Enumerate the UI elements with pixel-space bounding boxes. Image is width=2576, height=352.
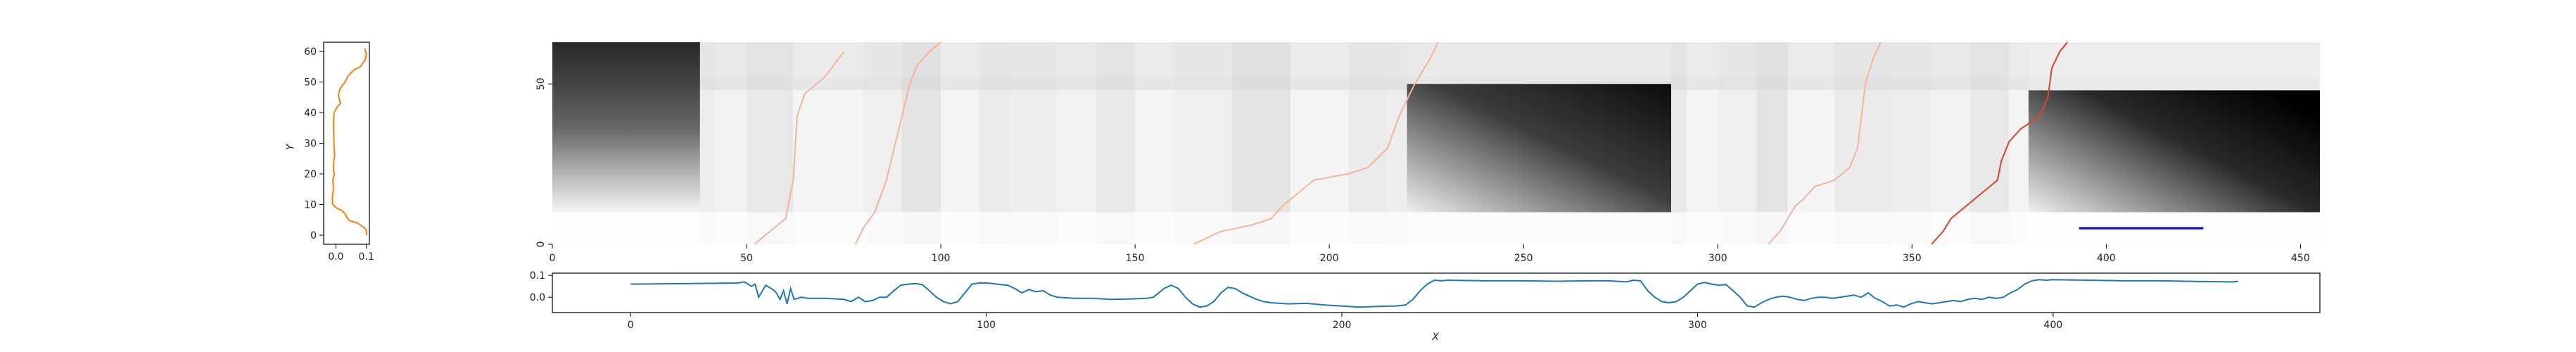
heatmap-y-ticks: 0 50 [535,77,552,247]
heatmap-y-tick-label: 0 [535,241,547,248]
left-series-line [331,48,368,236]
heatmap-path-line [1193,42,1439,244]
bottom-y-tick-label: 0.1 [530,270,545,282]
left-x-ticks: 0.0 0.1 [328,244,374,263]
heatmap-x-tick-label: 0 [550,253,556,264]
heatmap-dark-block [1407,84,1672,213]
heatmap-stripe [715,42,747,244]
heatmap-y-tick-label: 50 [535,77,547,90]
bottom-x-tick-label: 200 [1333,320,1352,331]
heatmap-dark-blocks [552,42,2320,213]
heatmap-path-line [854,42,941,244]
bottom-series-line [630,279,2238,308]
bottom-x-tick-label: 100 [977,320,996,331]
heatmap-stripe [1290,42,1349,244]
heatmap-x-tick-label: 250 [1514,253,1533,264]
heatmap-stripe [979,42,1011,244]
heatmap-stripe [1010,42,1058,244]
heatmap-stripe [1756,42,1788,244]
bottom-x-ticks: 0 100 200 300 400 [628,313,2063,331]
heatmap-dark-block [2028,90,2320,213]
left-x-tick-label: 0.1 [359,251,374,263]
left-y-axis-label: Y [285,143,296,150]
heatmap-x-tick-label: 300 [1708,253,1727,264]
heatmap-chart: 0 50 100 150 200 250 300 350 400 450 0 50 [535,42,2320,264]
heatmap-stripe [1892,42,1931,244]
left-y-tick-label: 20 [304,169,317,180]
heatmap-paths [754,42,2068,244]
heatmap-stripe [1718,42,1757,244]
heatmap-stripe [1970,42,2010,244]
heatmap-stripe [1232,42,1290,244]
heatmap-stripe [1135,42,1174,244]
bottom-y-ticks: 0.0 0.1 [530,270,552,303]
heatmap-stripe [1687,42,1718,244]
heatmap-stripe [699,42,716,244]
left-series-polyline [331,48,368,236]
left-x-tick-label: 0.0 [328,251,343,263]
heatmap-stripe [1671,42,1687,244]
heatmap-stripe [901,42,941,244]
heatmap-stripe [2009,42,2029,244]
heatmap-stripe [793,42,863,244]
left-y-tick-label: 50 [304,77,317,89]
heatmap-x-tick-label: 450 [2291,253,2310,264]
heatmap-stripe [1057,42,1096,244]
heatmap-stripe [1174,42,1233,244]
heatmap-x-tick-label: 400 [2097,253,2116,264]
heatmap-x-tick-label: 200 [1320,253,1339,264]
left-y-tick-label: 30 [304,139,317,150]
heatmap-stripe [1834,42,1893,244]
heatmap-path-line [754,51,844,244]
heatmap-x-ticks: 0 50 100 150 200 250 300 350 400 450 [550,244,2310,264]
heatmap-stripe [1787,42,1834,244]
bottom-x-tick-label: 300 [1688,320,1707,331]
heatmap-stripe [1096,42,1136,244]
left-y-ticks: 0 10 20 30 40 50 60 [304,46,324,241]
bottom-y-tick-label: 0.0 [530,292,545,303]
heatmap-x-tick-label: 100 [932,253,951,264]
left-y-tick-label: 0 [310,230,317,241]
left-y-tick-label: 40 [304,108,317,119]
heatmap-stripe [1348,42,1388,244]
heatmap-band [552,212,2320,244]
heatmap-x-tick-label: 150 [1126,253,1145,264]
bottom-x-tick-label: 0 [628,320,634,331]
heatmap-stripe [941,42,980,244]
bottom-profile-chart: 0 100 200 300 400 0.0 0.1 X [530,270,2321,343]
heatmap-x-tick-label: 350 [1903,253,1922,264]
heatmap-stripe [1387,42,1407,244]
heatmap-x-tick-label: 50 [740,253,753,264]
heatmap-stripe [747,42,794,244]
heatmap-stripe [1931,42,1971,244]
bottom-x-axis-label: X [1431,332,1439,343]
left-plot-frame [323,42,370,245]
heatmap-dark-block [552,42,700,213]
left-profile-chart: 0 10 20 30 40 50 60 0.0 0.1 Y [285,42,374,263]
bottom-x-tick-label: 400 [2044,320,2063,331]
bottom-series-polyline [630,279,2238,308]
heatmap-path-line [1931,42,2068,244]
heatmap-band [552,42,2320,78]
left-y-tick-label: 60 [304,46,317,58]
heatmap-path-line [1768,42,1882,244]
left-y-tick-label: 10 [304,199,317,210]
